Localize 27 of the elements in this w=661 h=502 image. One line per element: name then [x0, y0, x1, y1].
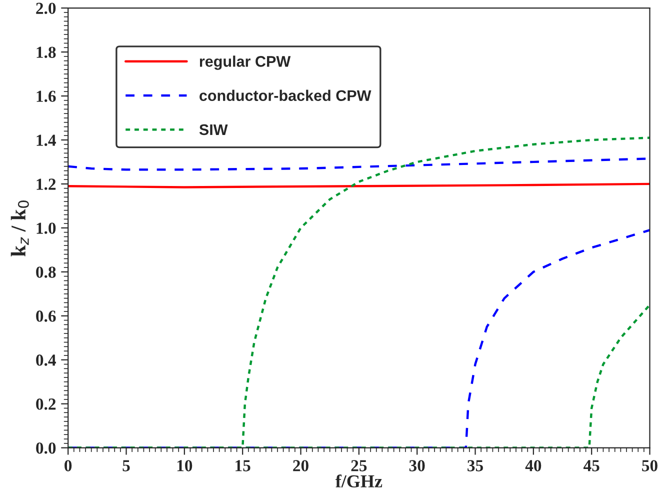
y-tick-label: 0.0 [36, 442, 56, 454]
y-tick-label: 1.2 [36, 178, 56, 190]
x-tick-label: 40 [525, 460, 542, 472]
y-tick-label: 0.4 [36, 354, 56, 366]
y-tick-label: 0.6 [36, 310, 56, 322]
x-tick-label: 50 [642, 460, 658, 472]
x-tick-label: 20 [293, 460, 308, 472]
x-tick-label: 0 [64, 460, 72, 472]
y-tick-label: 0.2 [36, 398, 56, 410]
legend-label: regular CPW [200, 56, 291, 70]
x-tick-label: 15 [236, 460, 250, 472]
y-tick-label: 0.8 [36, 266, 56, 278]
legend-label: SIW [199, 124, 228, 136]
x-tick-label: 45 [583, 460, 600, 472]
y-tick-label: 2.0 [36, 2, 56, 14]
y-tick-label: 1.0 [36, 222, 56, 234]
y-axis-title: k$_{z}$ / k$_{0}$ [10, 200, 29, 256]
x-tick-label: 25 [351, 460, 367, 472]
x-axis-title: f/GHz [335, 474, 382, 488]
x-tick-label: 30 [409, 460, 425, 472]
y-tick-label: 1.4 [36, 134, 56, 146]
y-tick-label: 1.6 [36, 90, 56, 102]
y-tick-label: 1.8 [36, 46, 56, 58]
x-tick-label: 10 [177, 460, 192, 472]
x-tick-label: 5 [122, 460, 130, 472]
x-tick-label: 35 [468, 460, 483, 472]
legend-label: conductor-backed CPW [200, 90, 372, 102]
